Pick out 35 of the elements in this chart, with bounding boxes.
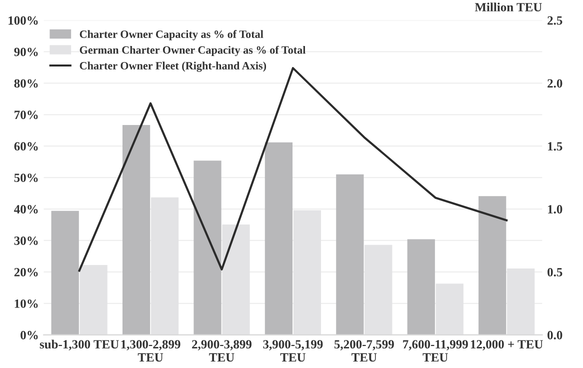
x-tick-label: 5,200-7,599 TEU — [334, 340, 394, 362]
x-tick-label: 7,600-11,999 TEU — [403, 340, 468, 362]
y2-tick-label: 2.0 — [548, 79, 562, 88]
y2-tick-label: 1.0 — [548, 205, 562, 214]
bar — [122, 125, 150, 335]
y2-axis-title: Million TEU — [474, 2, 542, 12]
x-tick-label: 1,300-2,899 TEU — [121, 340, 180, 362]
y-tick-label: 50% — [14, 174, 38, 182]
y2-tick-label: 0.5 — [548, 268, 562, 276]
bar — [194, 160, 222, 335]
x-tick-label: sub-1,300 TEU — [40, 340, 119, 350]
bar — [264, 142, 293, 335]
legend-label: Charter Owner Fleet (Right-hand Axis) — [80, 62, 266, 72]
y-tick-label: 20% — [14, 268, 38, 276]
bar — [407, 239, 435, 335]
y-tick-label: 10% — [14, 299, 38, 308]
legend-label: German Charter Owner Capacity as % of Total — [80, 46, 306, 56]
y2-tick-label: 2.5 — [548, 16, 562, 25]
bar — [478, 196, 506, 335]
x-tick-label: 12,000 + TEU — [470, 340, 543, 350]
y-tick-label: 90% — [14, 48, 38, 56]
y-tick-label: 70% — [14, 110, 38, 120]
x-tick-label: 2,900-3,899 TEU — [192, 340, 252, 362]
bar — [336, 174, 364, 335]
y2-tick-label: 1.5 — [548, 142, 562, 151]
y-tick-label: 100% — [8, 16, 38, 25]
y-tick-label: 30% — [14, 236, 38, 245]
y-tick-label: 0% — [20, 330, 38, 340]
bar — [51, 210, 79, 335]
y-tick-label: 40% — [14, 205, 38, 214]
y-tick-label: 60% — [14, 142, 38, 151]
y2-tick-label: 0.0 — [548, 330, 562, 340]
legend-label: Charter Owner Capacity as % of Total — [80, 30, 264, 40]
x-tick-label: 3,900-5,199 TEU — [263, 340, 323, 362]
y-tick-label: 80% — [14, 79, 38, 88]
